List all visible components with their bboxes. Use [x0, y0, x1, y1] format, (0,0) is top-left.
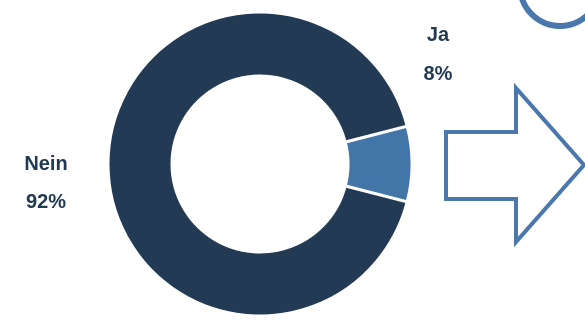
- donut-slice-nein: [106, 10, 410, 318]
- circle-outline-icon: [519, 0, 585, 29]
- donut-slices: [106, 10, 414, 318]
- label-ja-category: Ja: [427, 24, 450, 46]
- label-nein-percent: 92%: [26, 191, 66, 213]
- arrow-right-icon: [444, 82, 585, 248]
- donut-slice-ja: [343, 124, 414, 204]
- label-ja-percent: 8%: [424, 63, 453, 85]
- label-nein-category: Nein: [24, 153, 67, 175]
